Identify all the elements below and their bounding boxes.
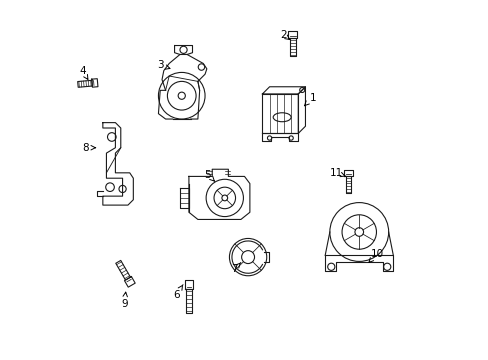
Text: 9: 9 [121,292,127,309]
Text: 1: 1 [304,93,315,106]
Text: 3: 3 [157,60,170,70]
Text: 7: 7 [231,262,241,274]
Text: 10: 10 [368,248,383,262]
Text: 4: 4 [79,66,88,80]
Text: 5: 5 [204,170,214,181]
Text: 11: 11 [328,168,345,178]
Text: 6: 6 [173,285,183,300]
Text: 8: 8 [82,143,95,153]
Text: 2: 2 [279,30,289,40]
